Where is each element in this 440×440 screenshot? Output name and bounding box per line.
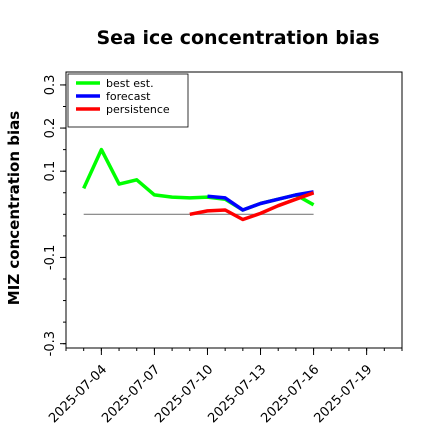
y-tick-label: 0.2 [43, 118, 58, 139]
legend-label: forecast [106, 90, 151, 103]
series-line-forecast [207, 190, 314, 212]
plot-frame [65, 71, 403, 349]
legend-label: best est. [106, 77, 154, 90]
y-axis-label: MIZ concentration bias [5, 111, 23, 305]
series-line-best-est [82, 147, 315, 212]
y-tick-label: -0.1 [43, 245, 58, 270]
y-tick-label: 0.3 [43, 75, 58, 96]
legend-label: persistence [106, 103, 170, 116]
chart-title: Sea ice concentration bias [96, 27, 379, 49]
y-tick-label: 0.1 [43, 161, 58, 182]
plot-area: 0.30.20.1-0.1-0.32025-07-042025-07-07202… [43, 71, 403, 426]
y-tick-label: -0.3 [43, 331, 58, 356]
series-line-persistence [189, 191, 315, 222]
